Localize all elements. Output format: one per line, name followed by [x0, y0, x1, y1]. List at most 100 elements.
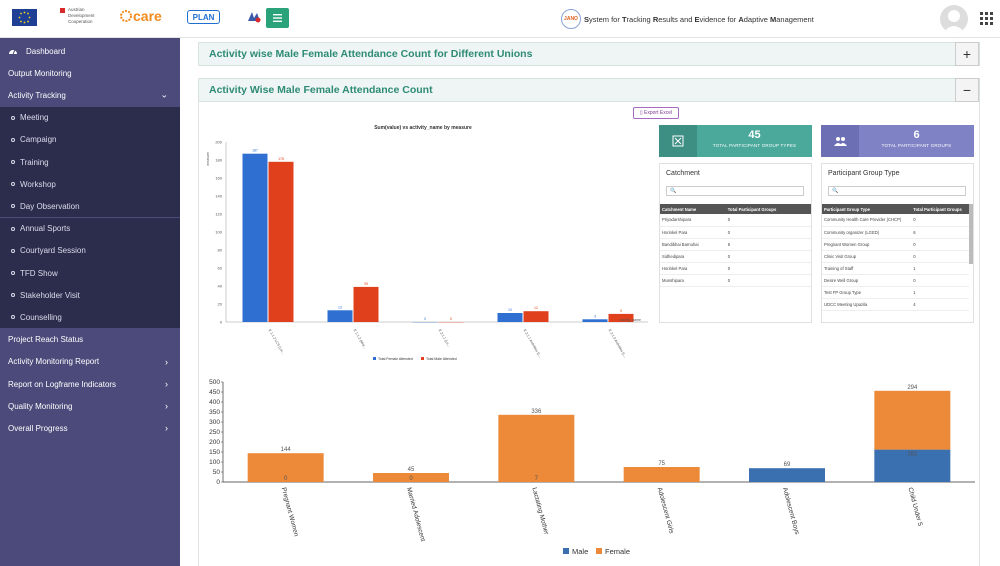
panel-unions-header[interactable]: Activity wise Male Female Attendance Cou… — [198, 42, 980, 66]
cell-name: UDCC Meeting Upazila — [822, 298, 912, 311]
sidebar-item-quality-monitoring[interactable]: Quality Monitoring › — [0, 395, 180, 417]
cell-name: Community Health Care Provider (CHCP) — [822, 214, 912, 227]
dashboard-icon — [8, 47, 18, 55]
sidebar-item-project-reach-status[interactable]: Project Reach Status — [0, 329, 180, 351]
app-title: System for Tracking Results and Evidence… — [584, 15, 814, 24]
bar-female — [623, 467, 700, 482]
sidebar-item-counselling[interactable]: Counselling — [0, 306, 180, 329]
expand-button[interactable]: + — [955, 42, 979, 66]
bar-male — [749, 468, 825, 482]
catchment-title: Catchment — [666, 170, 700, 177]
sidebar-item-label: Courtyard Session — [20, 246, 86, 256]
cell-count: 6 — [911, 226, 969, 239]
bullet-icon — [11, 160, 15, 164]
bar-male — [523, 311, 549, 322]
sidebar-item-label: Counselling — [20, 312, 62, 322]
bullet-icon — [11, 204, 15, 209]
bar-female — [498, 414, 575, 482]
sidebar-item-activity-tracking[interactable]: Activity Tracking ⌄ — [0, 84, 180, 106]
table-row: Desire Well Group 0 — [822, 274, 969, 287]
cell-name: Bandibhai Barnuhai — [660, 238, 726, 251]
catchment-search-input[interactable]: 🔍 — [666, 186, 804, 196]
sidebar-item-day-observation[interactable]: Day Observation — [0, 195, 180, 218]
stat-card-groups: 6 TOTAL PARTICIPANT GROUPS — [821, 125, 974, 157]
col-catchment-name[interactable]: Catchment Name — [660, 204, 726, 214]
cell-count: 4 — [911, 298, 969, 311]
col-group-type[interactable]: Participant Group Type — [822, 204, 912, 214]
sidebar-item-dashboard[interactable]: Dashboard — [0, 40, 180, 62]
bar-male — [268, 161, 294, 322]
sidebar-item-meeting[interactable]: Meeting — [0, 106, 180, 129]
x-axis-label: activity_name — [620, 318, 641, 322]
legend-label: Female — [605, 547, 630, 556]
sidebar-item-label: Report on Logframe Indicators — [8, 379, 117, 389]
cell-name: Priyadarshipara — [660, 214, 726, 227]
bullet-icon — [11, 137, 15, 142]
table-scrollbar[interactable] — [969, 204, 973, 264]
sidebar-item-label: Project Reach Status — [8, 335, 84, 345]
bar-value-label: 187 — [252, 149, 258, 153]
cell-name: Training of Staff — [822, 262, 912, 275]
table-row: Community Health Care Provider (CHCP) 0 — [822, 214, 969, 227]
table-row: Munshipara 0 — [660, 274, 811, 287]
y-tick-label: 160 — [215, 176, 222, 181]
export-excel-button[interactable]: ▯ Export Excel — [633, 107, 679, 119]
jano-badge: JANO — [561, 9, 581, 29]
chevron-right-icon: › — [165, 356, 168, 367]
bar-total-label: 75 — [658, 461, 665, 467]
eu-flag-icon — [12, 9, 37, 26]
table-row: Training of Staff 1 — [822, 262, 969, 275]
group-type-title: Participant Group Type — [828, 170, 900, 177]
bar-value-label: 0 — [424, 317, 426, 321]
sidebar-item-activity-monitoring-report[interactable]: Activity Monitoring Report › — [0, 351, 180, 373]
legend-label: Total Male Attended — [426, 357, 457, 361]
bar-female — [327, 310, 353, 322]
y-tick-label: 100 — [215, 230, 222, 235]
sidebar-item-tfd-show[interactable]: TFD Show — [0, 262, 180, 284]
cell-name: Test FP Group Type — [822, 286, 912, 299]
sidebar-item-training[interactable]: Training — [0, 151, 180, 173]
sidebar-item-overall-progress[interactable]: Overall Progress › — [0, 417, 180, 439]
menu-toggle-button[interactable] — [266, 8, 289, 28]
table-row: Horinkel Para 0 — [660, 226, 811, 239]
table-row: Pregnant Women Group 0 — [822, 238, 969, 251]
top-bar: Austrian Development Cooperation care PL… — [0, 0, 1000, 38]
y-tick-label: 250 — [209, 429, 220, 436]
panel-count-header[interactable]: Activity Wise Male Female Attendance Cou… — [198, 78, 980, 102]
sidebar: Dashboard Output Monitoring Activity Track… — [0, 38, 180, 566]
user-avatar[interactable] — [940, 5, 968, 33]
sidebar-item-label: Overall Progress — [8, 423, 68, 433]
cell-name: Horinkel Para — [660, 262, 726, 275]
col-total-groups[interactable]: Total Participant Groups — [725, 204, 811, 214]
collapse-button[interactable]: − — [955, 78, 979, 102]
table-row: Bandibhai Barnuhai 6 — [660, 238, 811, 251]
sidebar-item-label: Annual Sports — [20, 224, 71, 234]
sidebar-item-stakeholder-visit[interactable]: Stakeholder Visit — [0, 284, 180, 307]
group-type-search-input[interactable]: 🔍 — [828, 186, 966, 196]
sidebar-item-label: Day Observation — [20, 201, 80, 211]
catchment-table: Catchment Name Total Participant Groups P… — [660, 204, 811, 287]
bar-total-label: 69 — [784, 462, 791, 468]
y-tick-label: 180 — [215, 158, 222, 163]
cell-name: Horinkel Para — [660, 226, 726, 239]
cell-count: 6 — [725, 238, 811, 251]
sidebar-item-output-monitoring[interactable]: Output Monitoring — [0, 62, 180, 84]
legend-label: Male — [572, 547, 588, 556]
bullet-icon — [11, 293, 15, 298]
apps-grid-button[interactable] — [980, 12, 993, 25]
sidebar-item-report-on-logframe-indicators[interactable]: Report on Logframe Indicators › — [0, 373, 180, 395]
group-type-table: Participant Group Type Total Participant … — [822, 204, 969, 311]
sidebar-item-annual-sports[interactable]: Annual Sports — [0, 217, 180, 240]
groups-icon — [821, 125, 859, 157]
bar-male-label: 0 — [409, 476, 413, 482]
sidebar-item-workshop[interactable]: Workshop — [0, 173, 180, 196]
sidebar-item-campaign[interactable]: Campaign — [0, 128, 180, 151]
bar-value-label: 9 — [620, 309, 622, 313]
catchment-table-panel: Catchment 🔍 Catchment Name Total Particip… — [659, 163, 812, 323]
chevron-right-icon: › — [165, 423, 168, 434]
col-total-groups-2[interactable]: Total Participant Groups — [911, 204, 969, 214]
sidebar-item-courtyard-session[interactable]: Courtyard Session — [0, 239, 180, 262]
legend-label: Total Female Attended — [378, 357, 413, 361]
groups-label: TOTAL PARTICIPANT GROUPS — [881, 143, 952, 148]
y-tick-label: 0 — [220, 320, 223, 325]
